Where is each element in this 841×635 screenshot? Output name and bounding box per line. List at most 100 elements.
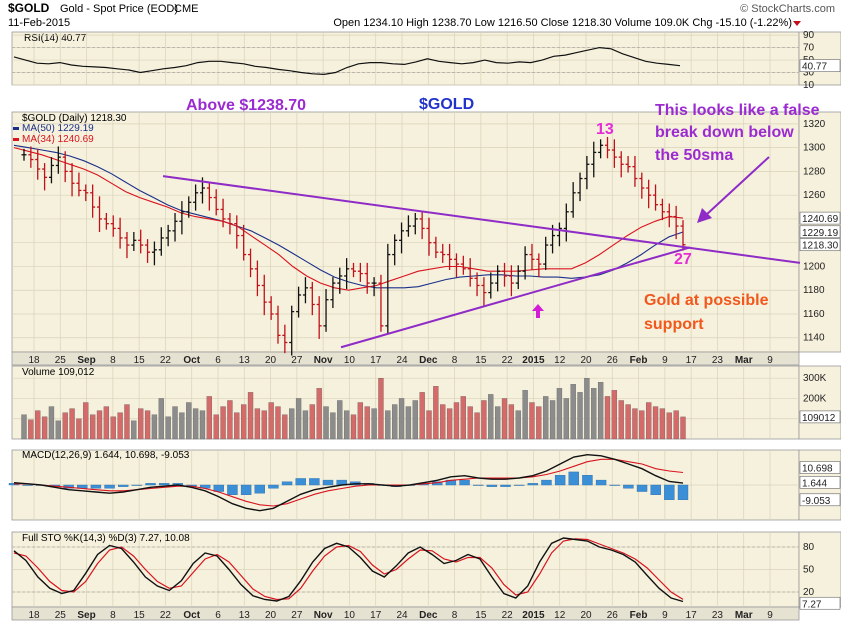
price-value-label-box	[799, 225, 841, 239]
x-tick-label: 20	[580, 610, 592, 621]
ma50-legend-swatch	[13, 127, 19, 130]
x-tick-label: 17	[370, 355, 382, 366]
macd-histogram-bar	[227, 484, 238, 496]
volume-bar	[412, 400, 418, 440]
x-tick-label: 15	[475, 355, 487, 366]
volume-bar	[652, 406, 659, 440]
x-tick-label: 10	[344, 355, 356, 366]
volume-bar	[446, 408, 453, 440]
volume-bar	[199, 410, 206, 440]
price-y-tick: 1260	[803, 190, 826, 201]
macd-histogram-bar	[541, 479, 552, 486]
volume-bar	[495, 406, 501, 440]
x-tick-label: Feb	[630, 610, 648, 621]
x-tick-label: 22	[502, 610, 514, 621]
volume-legend: Volume 109,012	[22, 367, 95, 378]
sto-y-tick: 50	[803, 565, 815, 576]
macd-histogram-bar	[281, 481, 293, 486]
x-tick-label: 20	[580, 355, 592, 366]
price-y-tick: 1180	[803, 285, 825, 296]
sto-value-label-box	[799, 596, 841, 610]
macd-histogram-bar	[595, 479, 607, 486]
price-y-tick: 1320	[803, 119, 826, 130]
price-y-tick: 1200	[803, 261, 826, 272]
macd-histogram-bar	[527, 483, 539, 486]
macd-histogram-bar	[582, 475, 593, 486]
volume-bar	[96, 410, 103, 440]
x-tick-label: Oct	[183, 355, 200, 366]
macd-histogram-bar	[322, 479, 334, 486]
x-tick-label: Nov	[314, 610, 333, 621]
volume-bar	[282, 414, 288, 440]
exchange-label: CME	[174, 3, 198, 15]
rsi-value-label: 40.77	[802, 62, 827, 73]
volume-bar	[35, 410, 41, 440]
price-y-tick: 1140	[803, 333, 825, 344]
sto-y-tick: 80	[803, 542, 815, 553]
ma34-legend: MA(34) 1240.69	[22, 134, 94, 145]
x-tick-label: 20	[265, 355, 277, 366]
volume-bar	[227, 400, 233, 440]
x-tick-label: Nov	[314, 355, 333, 366]
volume-bar	[206, 396, 212, 440]
rsi-y-tick: 30	[803, 68, 815, 79]
volume-bar	[398, 398, 405, 440]
volume-bar	[364, 406, 370, 440]
volume-bar	[254, 408, 261, 440]
rsi-legend: RSI(14) 40.77	[24, 33, 87, 44]
volume-bar	[138, 408, 144, 440]
x-tick-label: 9	[767, 355, 773, 366]
macd-histogram-bar	[104, 484, 115, 489]
x-tick-label: 2015	[522, 610, 545, 621]
volume-bar	[666, 412, 672, 440]
volume-bar	[350, 414, 357, 440]
x-tick-label: 8	[452, 610, 458, 621]
volume-bar	[131, 420, 137, 440]
symbol-title: $GOLD	[8, 1, 50, 15]
x-tick-label: Sep	[77, 610, 95, 621]
volume-bar	[89, 414, 96, 440]
price-value-label-box	[799, 238, 841, 252]
macd-histogram-bar	[131, 484, 143, 486]
x-tick-label: 18	[28, 355, 40, 366]
volume-bar	[646, 402, 652, 440]
annotation-false-break-2: break down below	[655, 124, 794, 141]
volume-bar	[261, 410, 267, 440]
macd-histogram-bar	[309, 478, 320, 486]
volume-bar	[570, 384, 576, 440]
x-tick-label: 22	[160, 355, 172, 366]
volume-bar	[515, 410, 521, 440]
volume-bar	[556, 388, 563, 440]
trendline-support	[340, 246, 691, 349]
volume-bar	[419, 392, 425, 440]
macd-histogram-bar	[650, 484, 661, 496]
volume-bar	[21, 414, 27, 440]
macd-value-label-box	[799, 461, 841, 474]
volume-bar	[639, 410, 645, 440]
macd-histogram-bar	[240, 484, 252, 496]
price-value-label: 1218.30	[802, 241, 839, 252]
macd-value-label: 1.644	[802, 478, 827, 489]
volume-bar	[158, 398, 164, 440]
volume-bar	[213, 414, 219, 440]
ma34-line	[13, 147, 684, 291]
panel-bg-1	[11, 111, 800, 353]
x-tick-label: 8	[452, 355, 458, 366]
volume-bar	[440, 404, 446, 440]
volume-bar	[247, 392, 254, 440]
chg-down-arrow-icon	[793, 21, 801, 26]
ma34-legend-swatch	[13, 138, 19, 141]
x-tick-label: 9	[662, 610, 668, 621]
x-tick-label: 9	[662, 355, 668, 366]
axis-bg-2	[798, 365, 841, 440]
volume-bar	[563, 398, 569, 440]
x-tick-label: 8	[110, 355, 116, 366]
volume-y-tick: 200K	[803, 393, 827, 404]
macd-histogram-bar	[90, 484, 102, 489]
macd-histogram-bar	[486, 484, 498, 487]
volume-bar	[618, 400, 624, 440]
panel-bg-0	[11, 31, 800, 86]
volume-bar	[192, 408, 199, 440]
volume-bar	[172, 406, 178, 440]
volume-y-tick: 300K	[803, 373, 827, 384]
